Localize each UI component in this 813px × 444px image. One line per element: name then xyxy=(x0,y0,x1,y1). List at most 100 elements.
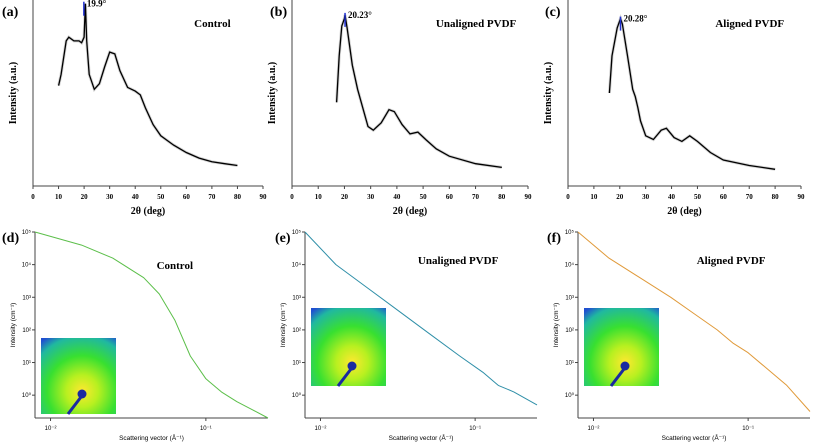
y-tick-label: 10¹ xyxy=(565,361,574,367)
y-axis-label: Intensity (cm⁻¹) xyxy=(553,303,560,348)
x-tick-label: 70 xyxy=(746,193,754,201)
x-tick-label: 20 xyxy=(616,193,624,201)
x-tick-label: 50 xyxy=(694,193,702,201)
panel-label: (e) xyxy=(275,231,291,246)
x-tick-label: 70 xyxy=(472,193,480,201)
y-tick-label: 10⁰ xyxy=(22,392,32,399)
x-tick-label: 10⁻² xyxy=(45,426,57,432)
x-tick-label: 80 xyxy=(772,193,780,201)
x-tick-label: 60 xyxy=(446,193,454,201)
chart-title: Unaligned PVDF xyxy=(418,255,499,267)
y-tick-label: 10⁴ xyxy=(565,262,575,269)
x-tick-label: 60 xyxy=(183,193,191,201)
beamstop xyxy=(620,361,630,371)
y-tick-label: 10³ xyxy=(565,295,574,301)
x-tick-label: 30 xyxy=(367,193,375,201)
y-tick-label: 10³ xyxy=(22,295,31,301)
x-tick-label: 20 xyxy=(341,193,349,201)
y-tick-label: 10⁴ xyxy=(292,262,302,269)
x-tick-label: 50 xyxy=(157,193,165,201)
x-tick-label: 30 xyxy=(106,193,114,201)
x-axis-label: 2θ (deg) xyxy=(131,206,165,217)
data-series-line xyxy=(34,231,269,419)
beamstop xyxy=(347,361,357,371)
x-tick-label: 30 xyxy=(642,193,650,201)
x-tick-label: 70 xyxy=(208,193,216,201)
x-axis-label: 2θ (deg) xyxy=(393,206,427,217)
x-tick-label: 90 xyxy=(260,193,268,201)
data-series-line xyxy=(608,16,776,170)
chart-panel-d: (d) 10⁻² 10⁻¹ 10⁵ 10⁴ 10³ 10² 10¹ 10⁰ Scattering … xyxy=(2,229,269,442)
chart-title: Control xyxy=(194,18,230,30)
y-tick-label: 10⁰ xyxy=(292,392,302,399)
panel-label: (a) xyxy=(2,5,19,20)
y-axis-label: Intensity (cm⁻¹) xyxy=(10,303,17,348)
x-tick-label: 10 xyxy=(315,193,323,201)
x-tick-label: 40 xyxy=(668,193,676,201)
y-tick-label: 10⁵ xyxy=(565,229,575,236)
panel-label: (b) xyxy=(270,5,287,20)
y-tick-label: 10² xyxy=(292,328,301,334)
chart-panel-b: (b) 0 10 20 30 40 50 60 70 80 90 2θ (deg) Intensity … xyxy=(267,0,532,217)
x-axis-label: Scattering vector (Å⁻¹) xyxy=(389,433,454,442)
x-tick-label: 10⁻¹ xyxy=(742,426,754,432)
x-tick-label: 10 xyxy=(590,193,598,201)
peak-annotation: 20.28° xyxy=(624,14,648,24)
data-series-line xyxy=(577,231,811,412)
x-tick-label: 0 xyxy=(290,193,294,201)
x-tick-label: 50 xyxy=(420,193,428,201)
y-tick-label: 10⁵ xyxy=(292,229,302,236)
x-tick-label: 10⁻¹ xyxy=(200,426,212,432)
x-axis-label: Scattering vector (Å⁻¹) xyxy=(119,433,184,442)
x-tick-label: 90 xyxy=(798,193,806,201)
peak-annotation: 20.23° xyxy=(348,10,372,20)
panel-label: (c) xyxy=(545,5,561,20)
chart-title: Unaligned PVDF xyxy=(436,18,517,30)
data-series-line xyxy=(335,14,502,169)
x-tick-label: 60 xyxy=(720,193,728,201)
y-tick-label: 10¹ xyxy=(22,361,31,367)
y-tick-label: 10² xyxy=(565,328,574,334)
x-tick-label: 10⁻² xyxy=(315,426,327,432)
y-axis-label: Intensity (a.u.) xyxy=(543,62,554,125)
x-tick-label: 10⁻¹ xyxy=(469,426,481,432)
chart-panel-a: (a) 0 10 20 30 40 50 60 70 80 90 2θ (deg) Intensity … xyxy=(2,0,267,217)
panel-label: (f) xyxy=(547,231,561,246)
x-tick-label: 80 xyxy=(234,193,242,201)
y-tick-label: 10⁴ xyxy=(22,262,32,269)
y-tick-label: 10⁵ xyxy=(22,229,32,236)
beamstop-arm xyxy=(66,396,83,415)
x-tick-label: 40 xyxy=(393,193,401,201)
data-series-line xyxy=(304,231,538,406)
x-tick-label: 40 xyxy=(132,193,140,201)
y-tick-label: 10⁰ xyxy=(565,392,575,399)
y-axis-label: Intensity (a.u.) xyxy=(8,62,19,125)
x-tick-label: 0 xyxy=(31,193,35,201)
x-axis-label: Scattering vector (Å⁻¹) xyxy=(662,433,727,442)
y-axis-label: Intensity (cm⁻¹) xyxy=(280,303,287,348)
x-tick-label: 20 xyxy=(81,193,89,201)
x-tick-label: 80 xyxy=(498,193,506,201)
panel-label: (d) xyxy=(2,231,19,246)
chart-panel-e: (e) 10⁻² 10⁻¹ 10⁵ 10⁴ 10³ 10² 10¹ 10⁰ Scattering … xyxy=(275,229,538,442)
x-tick-label: 0 xyxy=(566,193,570,201)
beamstop-arm xyxy=(609,368,626,387)
x-tick-label: 10 xyxy=(55,193,63,201)
x-tick-label: 90 xyxy=(525,193,533,201)
y-tick-label: 10² xyxy=(22,328,31,334)
y-tick-label: 10¹ xyxy=(292,361,301,367)
y-axis-label: Intensity (a.u.) xyxy=(267,62,278,125)
chart-title: Control xyxy=(157,260,193,272)
beamstop xyxy=(77,389,87,399)
peak-annotation: 19.9° xyxy=(87,0,107,9)
chart-title: Aligned PVDF xyxy=(697,255,766,267)
data-series-line xyxy=(57,3,238,167)
x-axis-label: 2θ (deg) xyxy=(667,206,701,217)
chart-panel-f: (f) 10⁻² 10⁻¹ 10⁵ 10⁴ 10³ 10² 10¹ 10⁰ Scattering … xyxy=(547,229,811,442)
beamstop-arm xyxy=(336,368,353,387)
chart-title: Aligned PVDF xyxy=(715,18,784,30)
y-tick-label: 10³ xyxy=(292,295,301,301)
data-series-noise xyxy=(335,14,503,169)
chart-panel-c: (c) 0 10 20 30 40 50 60 70 80 90 2θ (deg) Intensity … xyxy=(543,0,805,217)
